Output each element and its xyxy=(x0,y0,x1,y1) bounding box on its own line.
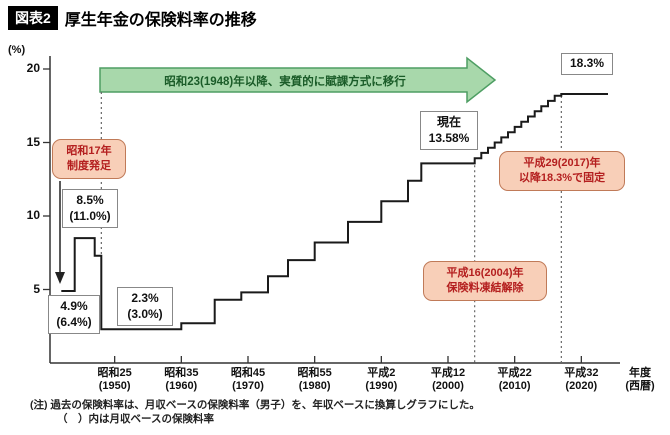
pointer-arrowhead-icon xyxy=(55,272,65,284)
premium-rate-step-line xyxy=(61,93,608,331)
era-banner-arrow xyxy=(99,56,497,104)
